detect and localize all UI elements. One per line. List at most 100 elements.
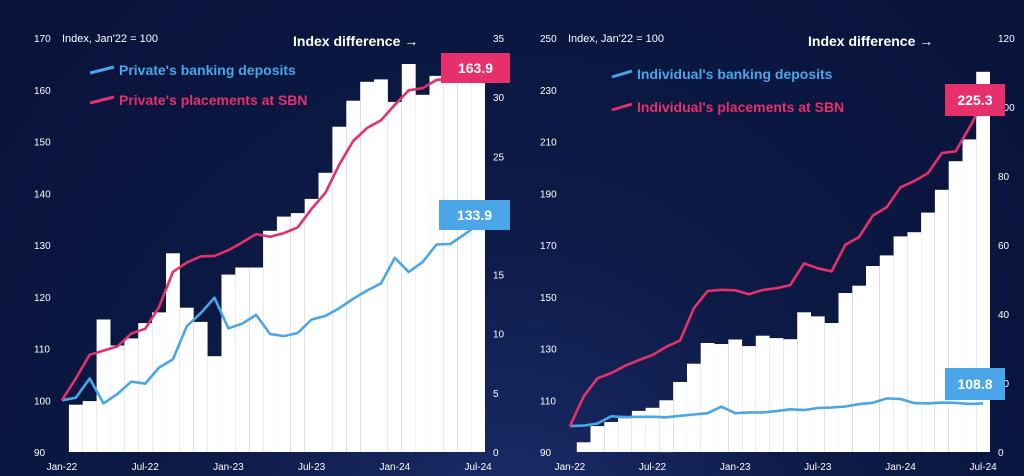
difference-bar [604,422,619,452]
left-axis-tick-label: 140 [34,189,51,200]
left-axis-tick-label: 250 [540,34,557,45]
difference-bar [907,232,922,452]
legend-label: Private's placements at SBN [119,92,308,108]
difference-axis-label: Index difference → [293,33,418,49]
difference-bar [276,216,291,452]
difference-bar [249,267,264,452]
series-line-sbn-placements [60,68,479,401]
difference-bar [728,339,743,452]
difference-bar [179,307,194,452]
difference-bar [360,81,375,453]
difference-bar [332,126,347,452]
left-axis-tick-label: 170 [540,241,557,252]
end-value-label: 108.8 [957,376,992,392]
right-axis-tick-label: 15 [493,271,505,282]
right-axis-tick-label: 10 [493,330,505,341]
series-line-sbn-placements [568,101,985,427]
legend-swatch [611,69,633,79]
difference-bar [590,426,605,452]
left-axis-tick-label: 100 [34,396,51,407]
difference-bar [700,343,715,452]
end-value-label: 133.9 [457,207,492,223]
difference-bar [893,236,908,452]
end-value-box [945,84,1005,116]
left-axis-tick-label: 120 [34,293,51,304]
x-axis-tick-label: Jul-24 [969,462,997,473]
difference-bar [401,64,416,452]
x-axis-tick-label: Jan-24 [885,462,916,473]
end-value-box [945,368,1005,400]
difference-bar [235,267,250,452]
difference-bar [387,101,402,453]
difference-bar [110,345,125,452]
chart-individual: 9011013015017019021023025002040608010012… [540,33,1015,473]
difference-bar [618,418,632,452]
end-value-label: 225.3 [957,92,992,108]
legend-label: Individual's placements at SBN [637,99,844,115]
difference-bar [207,356,222,452]
x-axis-tick-label: Jul-24 [464,462,492,473]
difference-bar [304,198,319,452]
legend-label: Private's banking deposits [119,62,296,78]
difference-bar [457,79,472,453]
legend-swatch [89,65,115,75]
x-axis-tick-label: Jan-23 [720,462,751,473]
difference-bar [68,404,83,452]
legend-label: Individual's banking deposits [637,66,833,82]
difference-bar [783,339,798,452]
index-axis-label: Index, Jan'22 = 100 [62,33,158,45]
difference-bar [769,338,784,452]
difference-bar [193,321,208,452]
chart-private: 9010011012013014015016017005101520253035… [34,33,510,473]
difference-bar [152,312,166,452]
difference-bar [221,274,236,452]
x-axis-tick-label: Jul-23 [804,462,832,473]
x-axis-tick-label: Jul-22 [132,462,160,473]
x-axis-tick-label: Jul-23 [298,462,326,473]
difference-axis-label: Index difference → [808,33,933,49]
difference-bar [415,94,430,453]
difference-bar [471,75,485,453]
left-axis-tick-label: 190 [540,189,557,200]
x-axis-tick-label: Jul-22 [639,462,667,473]
series-line-banking-deposits [61,223,479,405]
left-axis-tick-label: 90 [540,448,552,459]
right-axis-tick-label: 35 [493,34,505,45]
difference-bar [631,410,646,452]
difference-bar [429,75,444,453]
x-axis-tick-label: Jan-22 [47,462,78,473]
left-axis-tick-label: 230 [540,86,557,97]
difference-bar [263,230,277,452]
end-value-box [441,53,510,83]
x-axis-tick-label: Jan-22 [555,462,586,473]
difference-bar [921,212,935,452]
difference-bar [742,346,756,452]
difference-bar [714,344,729,452]
left-axis-tick-label: 210 [540,138,557,149]
left-axis-tick-label: 110 [34,345,50,356]
series-line-banking-deposits [569,397,984,428]
difference-bar [755,335,770,452]
right-axis-tick-label: 100 [998,103,1015,114]
difference-bar [824,323,839,452]
difference-bar [934,189,949,453]
left-axis-tick-label: 160 [34,86,51,97]
difference-bar [82,401,97,452]
end-value-box [439,200,510,230]
difference-bar [852,285,867,452]
difference-bar [810,316,825,452]
right-axis-tick-label: 80 [998,172,1010,183]
right-axis-tick-label: 25 [493,152,505,163]
left-axis-tick-label: 110 [540,396,556,407]
difference-bar [879,255,894,452]
difference-bar [346,100,361,452]
left-axis-tick-label: 130 [34,241,51,252]
legend-swatch [611,102,633,112]
right-axis-tick-label: 120 [998,34,1015,45]
left-axis-tick-label: 170 [34,34,51,45]
left-axis-tick-label: 130 [540,345,557,356]
difference-bar [797,312,811,452]
difference-bar [948,161,963,452]
difference-bar [166,253,180,452]
